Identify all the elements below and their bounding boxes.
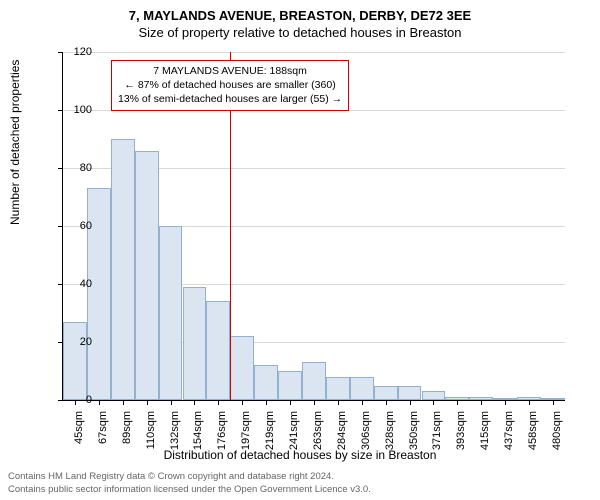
xtick-mark bbox=[338, 400, 339, 405]
xtick-label: 219sqm bbox=[264, 411, 276, 471]
xtick-mark bbox=[362, 400, 363, 405]
xtick-label: 350sqm bbox=[408, 411, 420, 471]
xtick-mark bbox=[123, 400, 124, 405]
ytick-label: 80 bbox=[62, 162, 92, 174]
histogram-bar bbox=[135, 151, 159, 400]
footer-attribution: Contains HM Land Registry data © Crown c… bbox=[8, 471, 371, 496]
xtick-label: 176sqm bbox=[216, 411, 228, 471]
histogram-bar bbox=[63, 322, 87, 400]
xtick-label: 415sqm bbox=[479, 411, 491, 471]
ytick-label: 20 bbox=[62, 336, 92, 348]
plot-area: 45sqm67sqm89sqm110sqm132sqm154sqm176sqm1… bbox=[62, 52, 564, 400]
ytick-label: 0 bbox=[62, 394, 92, 406]
xtick-mark bbox=[481, 400, 482, 405]
xtick-mark bbox=[266, 400, 267, 405]
histogram-bar bbox=[278, 371, 302, 400]
xtick-mark bbox=[529, 400, 530, 405]
footer-line-2: Contains public sector information licen… bbox=[8, 484, 371, 496]
xtick-label: 458sqm bbox=[527, 411, 539, 471]
xtick-label: 437sqm bbox=[503, 411, 515, 471]
xtick-label: 241sqm bbox=[288, 411, 300, 471]
annotation-line-3: 13% of semi-detached houses are larger (… bbox=[118, 92, 342, 106]
xtick-mark bbox=[386, 400, 387, 405]
annotation-line-2: ← 87% of detached houses are smaller (36… bbox=[118, 78, 342, 92]
annotation-line-1: 7 MAYLANDS AVENUE: 188sqm bbox=[118, 64, 342, 78]
chart-title-sub: Size of property relative to detached ho… bbox=[0, 23, 600, 40]
ytick-label: 120 bbox=[62, 46, 92, 58]
xtick-mark bbox=[242, 400, 243, 405]
xtick-label: 306sqm bbox=[360, 411, 372, 471]
xtick-mark bbox=[290, 400, 291, 405]
plot: 45sqm67sqm89sqm110sqm132sqm154sqm176sqm1… bbox=[62, 52, 565, 401]
xtick-mark bbox=[505, 400, 506, 405]
footer-line-1: Contains HM Land Registry data © Crown c… bbox=[8, 471, 371, 483]
histogram-bar bbox=[254, 365, 278, 400]
chart-title-main: 7, MAYLANDS AVENUE, BREASTON, DERBY, DE7… bbox=[0, 0, 600, 23]
xtick-label: 89sqm bbox=[121, 411, 133, 471]
xtick-label: 263sqm bbox=[312, 411, 324, 471]
ytick-label: 40 bbox=[62, 278, 92, 290]
xtick-label: 371sqm bbox=[431, 411, 443, 471]
xtick-label: 328sqm bbox=[384, 411, 396, 471]
histogram-bar bbox=[374, 386, 398, 401]
y-axis-label: Number of detached properties bbox=[8, 60, 22, 225]
xtick-mark bbox=[433, 400, 434, 405]
histogram-bar bbox=[230, 336, 254, 400]
histogram-bar bbox=[111, 139, 135, 400]
histogram-bar bbox=[350, 377, 374, 400]
xtick-label: 154sqm bbox=[192, 411, 204, 471]
xtick-label: 132sqm bbox=[169, 411, 181, 471]
histogram-bar bbox=[302, 362, 326, 400]
histogram-bar bbox=[326, 377, 350, 400]
xtick-mark bbox=[194, 400, 195, 405]
ytick-label: 100 bbox=[62, 104, 92, 116]
xtick-label: 197sqm bbox=[240, 411, 252, 471]
histogram-bar bbox=[422, 391, 446, 400]
xtick-mark bbox=[147, 400, 148, 405]
histogram-bar bbox=[206, 301, 230, 400]
xtick-mark bbox=[410, 400, 411, 405]
annotation-box: 7 MAYLANDS AVENUE: 188sqm← 87% of detach… bbox=[111, 60, 349, 111]
xtick-mark bbox=[99, 400, 100, 405]
xtick-label: 393sqm bbox=[455, 411, 467, 471]
xtick-label: 284sqm bbox=[336, 411, 348, 471]
xtick-mark bbox=[457, 400, 458, 405]
xtick-mark bbox=[171, 400, 172, 405]
xtick-mark bbox=[553, 400, 554, 405]
xtick-label: 480sqm bbox=[551, 411, 563, 471]
histogram-bar bbox=[398, 386, 422, 401]
xtick-mark bbox=[218, 400, 219, 405]
histogram-bar bbox=[183, 287, 207, 400]
x-axis-label: Distribution of detached houses by size … bbox=[0, 448, 600, 462]
histogram-bar bbox=[159, 226, 183, 400]
xtick-label: 110sqm bbox=[145, 411, 157, 471]
gridline bbox=[63, 52, 565, 53]
xtick-mark bbox=[314, 400, 315, 405]
xtick-label: 45sqm bbox=[73, 411, 85, 471]
chart-container: 7, MAYLANDS AVENUE, BREASTON, DERBY, DE7… bbox=[0, 0, 600, 500]
ytick-label: 60 bbox=[62, 220, 92, 232]
xtick-label: 67sqm bbox=[97, 411, 109, 471]
